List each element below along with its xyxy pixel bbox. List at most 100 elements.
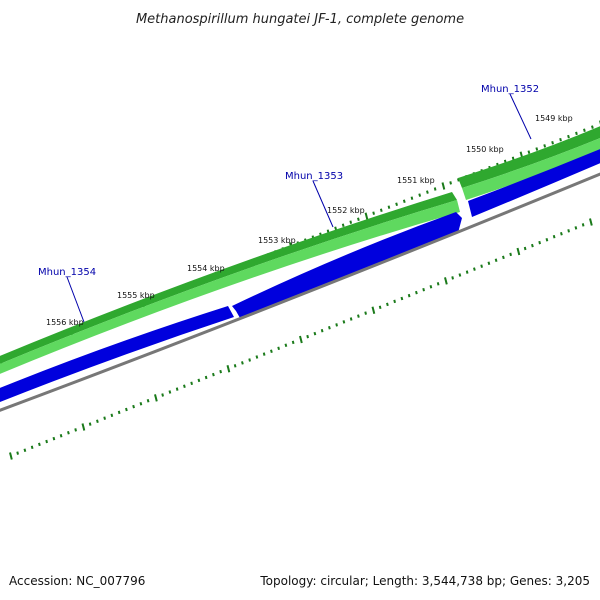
- scale-tick: [465, 270, 469, 274]
- scale-tick: [480, 264, 483, 268]
- scale-label: 1552 kbp: [327, 206, 365, 215]
- scale-tick: [146, 399, 150, 403]
- scale-tick: [67, 431, 70, 435]
- scale-tick: [516, 247, 521, 256]
- scale-tick: [233, 364, 237, 368]
- scale-tick: [16, 451, 19, 455]
- scale-tick: [494, 258, 498, 263]
- scale-tick: [451, 276, 454, 280]
- scale-tick: [161, 393, 164, 397]
- scale-tick: [422, 287, 425, 292]
- scale-tick: [589, 218, 593, 226]
- scale-tick: [511, 156, 515, 161]
- scale-tick: [551, 141, 554, 145]
- scale-tick: [204, 375, 208, 380]
- scale-label: 1553 kbp: [258, 236, 296, 245]
- scale-tick: [284, 343, 288, 348]
- scale-tick: [226, 364, 231, 373]
- scale-tick: [575, 131, 578, 136]
- scale-tick: [357, 314, 360, 318]
- scale-tick: [328, 326, 331, 330]
- scale-tick: [9, 452, 13, 460]
- accession-text: Accession: NC_007796: [9, 574, 146, 588]
- scale-tick: [415, 290, 418, 295]
- scale-tick: [372, 211, 375, 215]
- gene-label-leader: [509, 93, 532, 140]
- scale-tick: [591, 125, 594, 129]
- scale-tick: [212, 372, 215, 377]
- scale-tick: [52, 436, 56, 441]
- scale-tick: [441, 182, 446, 190]
- scale-tick: [581, 223, 585, 227]
- scale-tick: [509, 252, 512, 257]
- scale-tick: [168, 390, 172, 394]
- forward-strand-track: [0, 126, 600, 374]
- scale-label: 1550 kbp: [466, 145, 504, 154]
- scale-tick: [81, 423, 86, 431]
- scale-tick: [545, 237, 549, 242]
- scale-tick: [320, 328, 324, 333]
- scale-tick: [364, 311, 367, 315]
- scale-tick: [386, 302, 389, 307]
- scale-tick: [190, 381, 193, 386]
- scale-label: 1551 kbp: [397, 176, 435, 185]
- scale-tick: [291, 340, 295, 345]
- scale-label: 1555 kbp: [117, 291, 155, 300]
- scale-tick: [30, 445, 34, 450]
- scale-tick: [74, 428, 77, 432]
- scale-tick: [154, 394, 158, 402]
- scale-tick: [560, 232, 563, 236]
- scale-tick: [371, 306, 376, 314]
- scale-tick: [543, 144, 547, 148]
- scale-tick: [175, 387, 179, 391]
- reverse-gene-mhun-1352-reverse: [468, 149, 600, 217]
- scale-tick: [407, 293, 411, 298]
- scale-tick: [436, 282, 440, 286]
- scale-tick: [299, 335, 303, 344]
- scale-tick: [574, 226, 578, 230]
- scale-tick: [241, 361, 244, 365]
- gene-labels: Mhun_1352 Mhun_1353 Mhun_1354: [38, 84, 539, 323]
- scale-tick: [444, 277, 448, 285]
- scale-tick: [393, 299, 396, 304]
- scale-tick: [583, 128, 586, 133]
- scale-tick: [502, 255, 505, 260]
- scale-tick: [334, 226, 337, 230]
- scale-tick: [527, 150, 531, 154]
- scale-tick: [379, 208, 383, 212]
- genome-summary-text: Topology: circular; Length: 3,544,738 bp…: [260, 574, 590, 588]
- scale-label: 1554 kbp: [187, 264, 225, 273]
- scale-tick: [449, 181, 452, 185]
- scale-tick: [567, 134, 570, 139]
- scale-tick: [378, 305, 382, 310]
- scale-tick: [364, 212, 369, 221]
- scale-labels: 1549 kbp 1550 kbp 1551 kbp 1552 kbp 1553…: [46, 114, 573, 327]
- scale-tick: [552, 234, 556, 239]
- scale-tick: [139, 401, 143, 406]
- scale-tick: [341, 223, 345, 227]
- scale-tick: [335, 323, 338, 327]
- scale-tick: [531, 243, 534, 248]
- scale-tick: [132, 404, 135, 409]
- reverse-gene-mhun-1354: [0, 306, 234, 403]
- forward-gene-mhun-1352-highlight: [462, 138, 600, 200]
- reverse-gene-mhun-1353-reverse: [232, 212, 462, 318]
- scale-tick: [59, 433, 63, 438]
- scale-tick: [357, 217, 360, 221]
- scale-tick: [473, 267, 476, 271]
- scale-tick: [429, 284, 433, 289]
- inner-scale-ticks: [9, 218, 593, 460]
- scale-label: 1556 kbp: [46, 318, 84, 327]
- scale-tick: [426, 190, 429, 194]
- scale-tick: [410, 196, 414, 200]
- scale-tick: [487, 261, 491, 265]
- scale-tick: [387, 205, 391, 209]
- scale-tick: [306, 334, 309, 339]
- scale-tick: [103, 416, 106, 420]
- scale-tick: [248, 358, 251, 362]
- forward-gene-mhun-1353: [0, 192, 457, 364]
- scale-tick: [559, 137, 562, 142]
- scale-tick: [38, 442, 41, 447]
- gene-label-mhun-1352: Mhun_1352: [481, 84, 539, 95]
- gene-label-leader: [66, 276, 85, 323]
